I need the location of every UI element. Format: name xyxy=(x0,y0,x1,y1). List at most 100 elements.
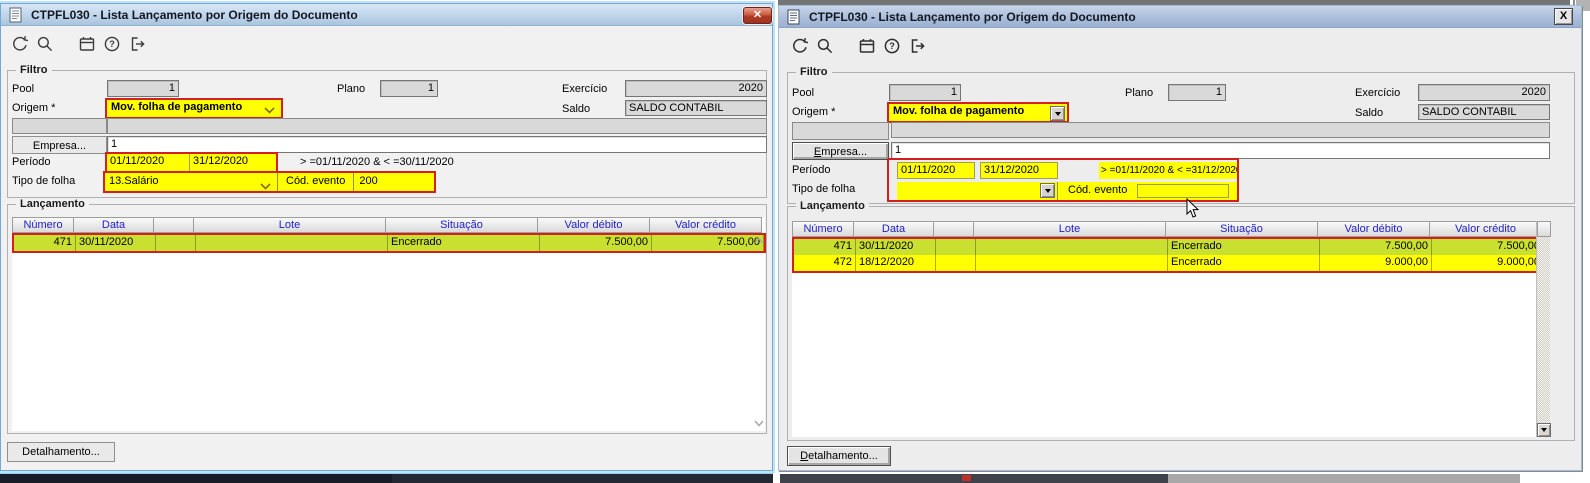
cell-situacao: Encerrado xyxy=(1168,239,1320,255)
periodo-to-input[interactable]: 31/12/2020 xyxy=(980,162,1058,179)
help-icon[interactable]: ? xyxy=(102,34,122,54)
empresa-value-field[interactable]: 1 xyxy=(107,136,767,153)
cell-valor-credito: 7.500,00 xyxy=(652,235,764,251)
vertical-scrollbar[interactable] xyxy=(1536,221,1551,437)
background-window-top-edge xyxy=(778,0,1570,5)
origem-dropdown[interactable]: Mov. folha de pagamento xyxy=(887,102,1069,123)
taskbar-strip-right xyxy=(780,474,1168,483)
empty-field xyxy=(12,118,107,134)
saldo-field: SALDO CONTABIL xyxy=(625,100,767,116)
close-button[interactable]: X xyxy=(1554,8,1573,25)
tipo-folha-dropdown[interactable]: 13.Salário xyxy=(105,173,277,191)
titlebar[interactable]: CTPFL030 - Lista Lançamento por Origem d… xyxy=(779,6,1581,28)
window-right: CTPFL030 - Lista Lançamento por Origem d… xyxy=(778,5,1582,471)
chevron-down-icon[interactable] xyxy=(264,105,275,117)
window-title: CTPFL030 - Lista Lançamento por Origem d… xyxy=(31,7,358,22)
divider xyxy=(353,173,355,191)
chevron-down-icon[interactable] xyxy=(1050,106,1065,121)
col-valor-credito[interactable]: Valor crédito xyxy=(650,217,762,233)
cell-blank xyxy=(936,255,976,271)
exit-icon[interactable] xyxy=(907,36,927,56)
cell-data: 30/11/2020 xyxy=(856,239,936,255)
calendar-icon[interactable] xyxy=(857,36,877,56)
filter-groupbox: Filtro Pool 1 Plano 1 Exercício 2020 Ori… xyxy=(787,66,1575,204)
filter-legend: Filtro xyxy=(16,64,52,76)
cod-evento-input[interactable] xyxy=(1137,184,1230,198)
detalhamento-button[interactable]: Detalhamento... xyxy=(7,442,115,462)
col-data[interactable]: Data xyxy=(854,221,934,237)
vertical-scrollbar[interactable] xyxy=(753,237,765,427)
periodo-from-input[interactable]: 01/11/2020 xyxy=(897,162,975,179)
periodo-to-input[interactable]: 31/12/2020 xyxy=(190,154,276,172)
detalhamento-button[interactable]: Detalhamento... xyxy=(787,446,891,466)
highlighted-rows: 471 30/11/2020 Encerrado 7.500,00 7.500,… xyxy=(12,233,766,253)
chevron-down-icon[interactable] xyxy=(260,179,271,196)
cod-evento-input[interactable]: 200 xyxy=(359,175,378,187)
col-lote[interactable]: Lote xyxy=(194,217,386,233)
plano-field: 1 xyxy=(380,80,438,97)
tipo-folha-dropdown[interactable] xyxy=(897,182,1057,200)
cell-situacao: Encerrado xyxy=(388,235,540,251)
scroll-down-button[interactable] xyxy=(1537,423,1551,437)
document-icon xyxy=(784,7,804,27)
lancamento-grid: Número Data Lote Situação Valor débito V… xyxy=(792,221,1551,437)
table-row[interactable]: 471 30/11/2020 Encerrado 7.500,00 7.500,… xyxy=(14,235,764,251)
window-title: CTPFL030 - Lista Lançamento por Origem d… xyxy=(809,9,1136,24)
empty-bar xyxy=(107,118,767,134)
col-valor-credito[interactable]: Valor crédito xyxy=(1430,221,1542,237)
taskbar-strip-mid xyxy=(392,472,773,483)
col-lote[interactable]: Lote xyxy=(974,221,1166,237)
col-numero[interactable]: Número xyxy=(12,217,74,233)
origem-label: Origem * xyxy=(792,106,836,118)
scroll-down-icon xyxy=(754,420,764,427)
help-icon[interactable]: ? xyxy=(882,36,902,56)
col-blank[interactable] xyxy=(154,217,194,233)
table-row[interactable]: 472 18/12/2020 Encerrado 9.000,00 9.000,… xyxy=(794,255,1544,271)
cell-blank xyxy=(936,239,976,255)
col-numero[interactable]: Número xyxy=(792,221,854,237)
empresa-button[interactable]: Empresa... xyxy=(12,136,107,154)
col-valor-debito[interactable]: Valor débito xyxy=(1318,221,1430,237)
exercicio-label: Exercício xyxy=(1355,87,1401,99)
cell-situacao: Encerrado xyxy=(1168,255,1320,271)
exit-icon[interactable] xyxy=(127,34,147,54)
close-button[interactable]: ✕ xyxy=(743,7,772,24)
undo-icon[interactable] xyxy=(9,34,29,54)
pool-field: 1 xyxy=(889,84,961,101)
origem-label: Origem * xyxy=(12,102,56,114)
document-icon xyxy=(6,5,26,25)
tipo-folha-value xyxy=(897,184,901,196)
table-row[interactable]: 471 30/11/2020 Encerrado 7.500,00 7.500,… xyxy=(794,239,1544,255)
cell-valor-debito: 7.500,00 xyxy=(540,235,652,251)
search-icon[interactable] xyxy=(35,34,55,54)
empresa-button[interactable]: Empresa... xyxy=(792,142,889,160)
background-gray-block xyxy=(1576,0,1590,11)
cell-valor-debito: 7.500,00 xyxy=(1320,239,1432,255)
chevron-down-icon[interactable] xyxy=(1040,183,1055,198)
empresa-value-field[interactable]: 1 xyxy=(891,142,1550,159)
titlebar[interactable]: CTPFL030 - Lista Lançamento por Origem d… xyxy=(1,4,772,26)
window-left: CTPFL030 - Lista Lançamento por Origem d… xyxy=(0,3,773,471)
periodo-from-input[interactable]: 01/11/2020 xyxy=(107,154,190,172)
cell-lote xyxy=(976,255,1168,271)
taskbar-strip-left xyxy=(0,472,392,483)
col-situacao[interactable]: Situação xyxy=(1166,221,1318,237)
highlighted-rows: 471 30/11/2020 Encerrado 7.500,00 7.500,… xyxy=(792,237,1546,273)
svg-text:?: ? xyxy=(889,41,895,51)
filter-groupbox: Filtro Pool 1 Plano 1 Exercício 2020 Ori… xyxy=(7,64,767,198)
undo-icon[interactable] xyxy=(789,36,809,56)
col-valor-debito[interactable]: Valor débito xyxy=(538,217,650,233)
col-situacao[interactable]: Situação xyxy=(386,217,538,233)
col-blank[interactable] xyxy=(934,221,974,237)
scrollbar-corner xyxy=(1537,221,1551,237)
exercicio-field: 2020 xyxy=(625,80,767,97)
plano-label: Plano xyxy=(1125,87,1154,99)
origem-dropdown[interactable]: Mov. folha de pagamento xyxy=(105,98,283,119)
pool-field: 1 xyxy=(107,80,179,97)
col-data[interactable]: Data xyxy=(74,217,154,233)
periodo-label: Período xyxy=(792,164,831,176)
periodo-expression: > =01/11/2020 & < =31/12/2020 xyxy=(1099,162,1237,179)
search-icon[interactable] xyxy=(815,36,835,56)
calendar-icon[interactable] xyxy=(77,34,97,54)
